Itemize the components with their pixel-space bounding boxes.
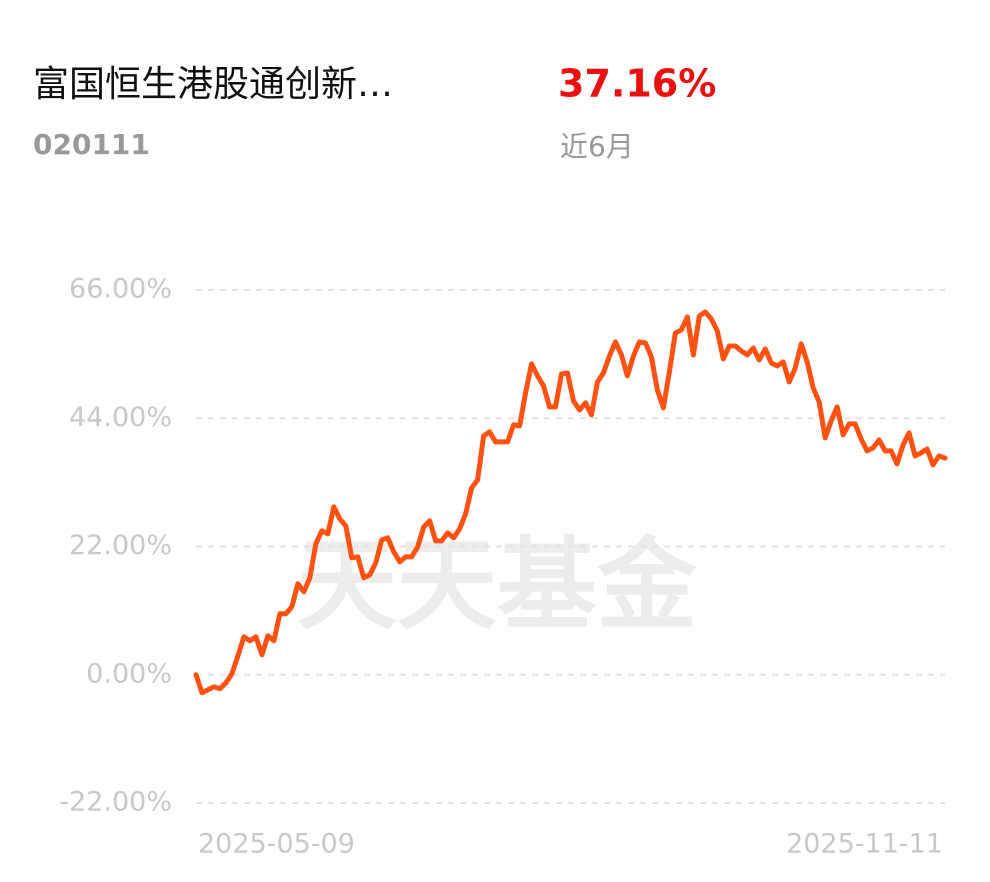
y-tick-label: 66.00% [69, 274, 172, 305]
series-line [193, 309, 948, 696]
y-tick-label: -22.00% [59, 787, 172, 818]
y-tick-label: 22.00% [69, 530, 172, 561]
x-tick-label: 2025-05-09 [198, 829, 355, 860]
y-tick-label: 44.00% [69, 402, 172, 433]
y-tick-label: 0.00% [86, 658, 172, 689]
fund-return: 37.16% [558, 62, 716, 106]
watermark: 天天基金 [297, 526, 698, 643]
fund-code: 020111 [33, 128, 150, 161]
return-period: 近6月 [560, 130, 634, 163]
x-tick-label: 2025-11-11 [786, 829, 943, 860]
fund-title: 富国恒生港股通创新… [33, 64, 393, 105]
